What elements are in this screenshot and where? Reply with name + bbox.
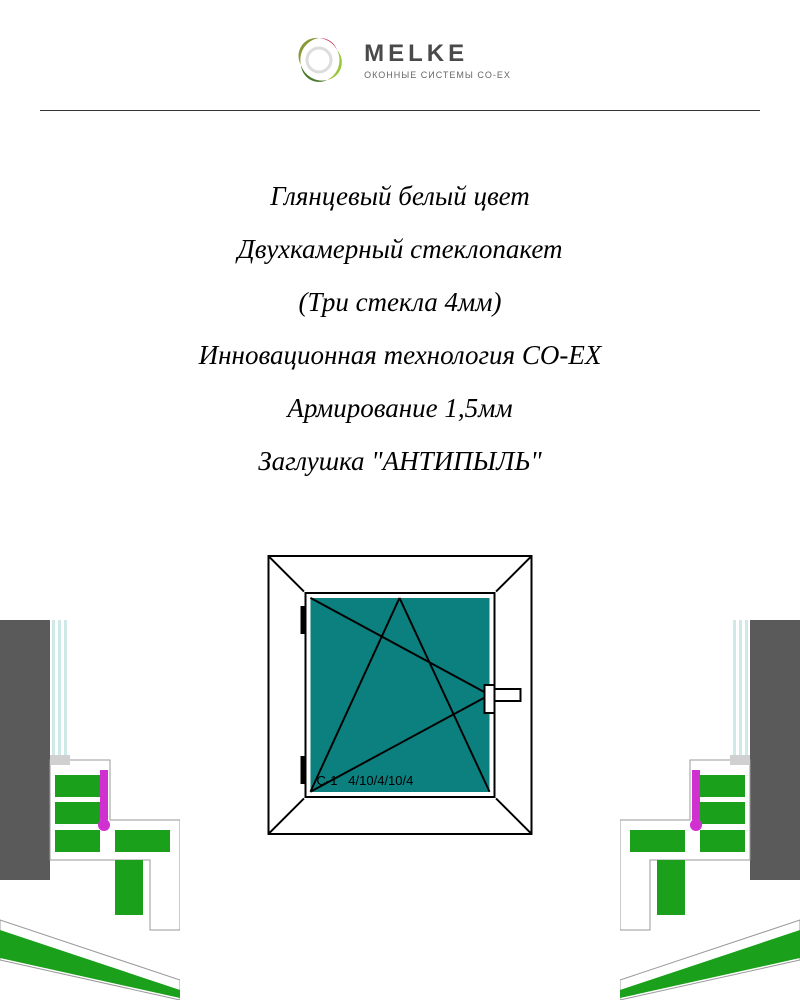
window-diagram: C-1 4/10/4/10/4	[268, 555, 533, 835]
feature-item: (Три стекла 4мм)	[40, 287, 760, 318]
window-spec-label: C-1 4/10/4/10/4	[317, 773, 414, 788]
brand-name: MELKE	[364, 40, 511, 68]
brand-tagline: ОКОННЫЕ СИСТЕМЫ CO-EX	[364, 70, 511, 80]
feature-item: Армирование 1,5мм	[40, 393, 760, 424]
hinge-icon	[301, 756, 307, 784]
logo: MELKE ОКОННЫЕ СИСТЕМЫ CO-EX	[289, 30, 511, 90]
features-list: Глянцевый белый цвет Двухкамерный стекло…	[0, 181, 800, 477]
window-handle-icon	[490, 688, 522, 702]
header: MELKE ОКОННЫЕ СИСТЕМЫ CO-EX	[40, 0, 760, 111]
feature-item: Заглушка "АНТИПЫЛЬ"	[40, 446, 760, 477]
profile-cross-section-right	[620, 620, 800, 1000]
brand-logo-icon	[289, 30, 349, 90]
window-glass	[311, 598, 490, 792]
window-spec: 4/10/4/10/4	[348, 773, 413, 788]
window-model: C-1	[317, 773, 338, 788]
feature-item: Инновационная технология CO-EX	[40, 340, 760, 371]
feature-item: Двухкамерный стеклопакет	[40, 234, 760, 265]
hinge-icon	[301, 606, 307, 634]
feature-item: Глянцевый белый цвет	[40, 181, 760, 212]
profile-cross-section-left	[0, 620, 180, 1000]
